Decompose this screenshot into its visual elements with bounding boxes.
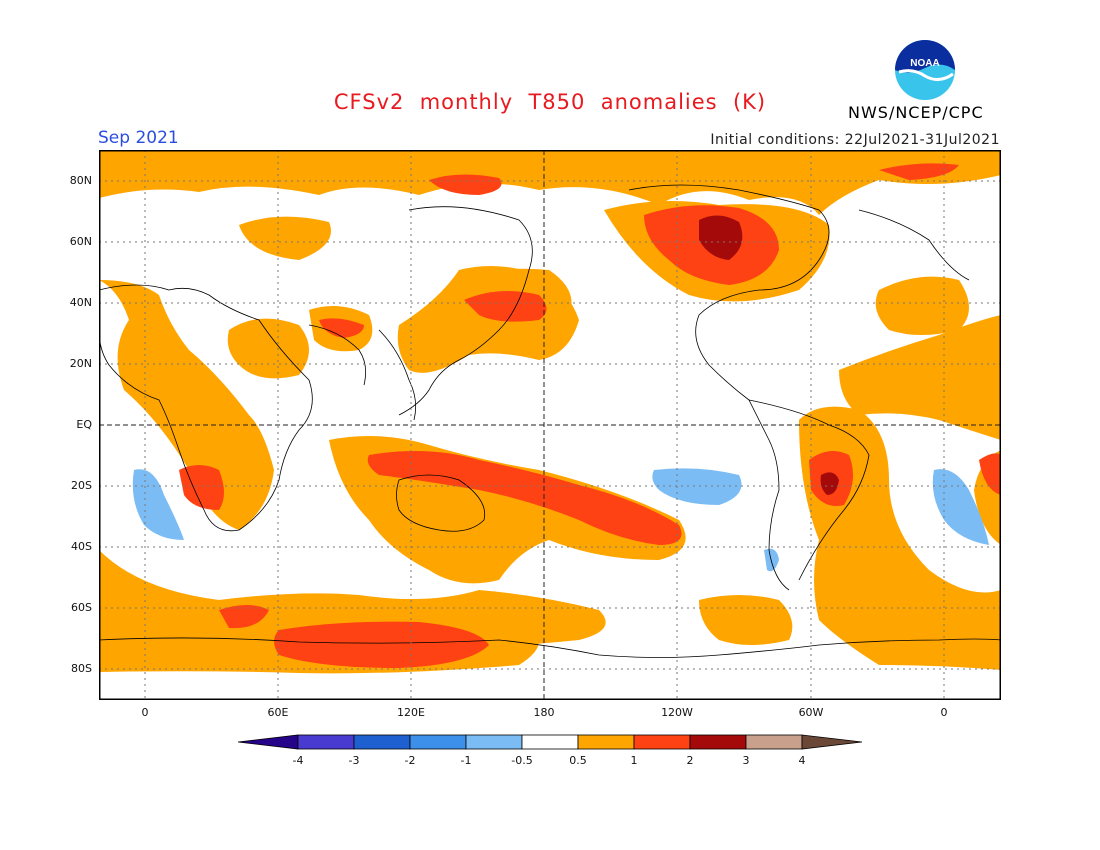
initial-conditions: Initial conditions: 22Jul2021-31Jul2021 — [710, 132, 1000, 148]
colorbar-segment-10 — [801, 734, 862, 750]
colorbar-tick-m2: -2 — [404, 754, 416, 767]
colorbar-tick-m4: -4 — [292, 754, 304, 767]
lat-label-80s: 80S — [71, 662, 92, 675]
colorbar-segment-8 — [689, 734, 747, 750]
anomaly-map — [99, 150, 1001, 700]
map-frame — [99, 150, 1001, 700]
colorbar-segment-0 — [238, 734, 299, 750]
logo-text: NOAA — [910, 58, 939, 69]
colorbar — [238, 734, 862, 750]
equator-dateline — [99, 150, 1001, 700]
colorbar-segment-5 — [521, 734, 579, 750]
lon-label-0-east: 0 — [940, 706, 948, 719]
chart-title: CFSv2 monthly T850 anomalies (K) — [333, 90, 767, 114]
coastlines — [99, 184, 1001, 658]
lat-label-20n: 20N — [69, 357, 92, 370]
lon-label-0: 0 — [141, 706, 149, 719]
colorbar-tick-4: 4 — [798, 754, 806, 767]
colorbar-tick-m3: -3 — [348, 754, 360, 767]
noaa-logo: NOAA — [895, 40, 955, 100]
colorbar-tick-2: 2 — [686, 754, 694, 767]
lat-label-40s: 40S — [71, 540, 92, 553]
lat-label-60n: 60N — [69, 235, 92, 248]
lon-label-60e: 60E — [267, 706, 289, 719]
anomaly-2-3-regions — [699, 215, 839, 495]
colorbar-segment-1 — [297, 734, 355, 750]
lat-label-eq: EQ — [76, 418, 92, 431]
colorbar-tick-m05: -0.5 — [511, 754, 533, 767]
colorbar-segment-6 — [577, 734, 635, 750]
colorbar-segment-9 — [745, 734, 803, 750]
lat-label-20s: 20S — [71, 479, 92, 492]
colorbar-tick-3: 3 — [742, 754, 750, 767]
lon-label-180: 180 — [533, 706, 555, 719]
forecast-period: Sep 2021 — [98, 128, 179, 148]
lon-label-120w: 120W — [661, 706, 693, 719]
colorbar-tick-m1: -1 — [460, 754, 472, 767]
colorbar-segment-4 — [465, 734, 523, 750]
graticule — [99, 150, 1001, 700]
lon-label-60w: 60W — [798, 706, 824, 719]
colorbar-segment-7 — [633, 734, 691, 750]
colorbar-tick-1: 1 — [630, 754, 638, 767]
colorbar-tick-05: 0.5 — [569, 754, 587, 767]
agency-label: NWS/NCEP/CPC — [848, 103, 984, 122]
lat-label-40n: 40N — [69, 296, 92, 309]
colorbar-segment-3 — [409, 734, 467, 750]
lon-label-120e: 120E — [397, 706, 425, 719]
lat-label-80n: 80N — [69, 174, 92, 187]
lat-label-60s: 60S — [71, 601, 92, 614]
colorbar-segment-2 — [353, 734, 411, 750]
anomaly-neg-regions — [132, 468, 989, 572]
